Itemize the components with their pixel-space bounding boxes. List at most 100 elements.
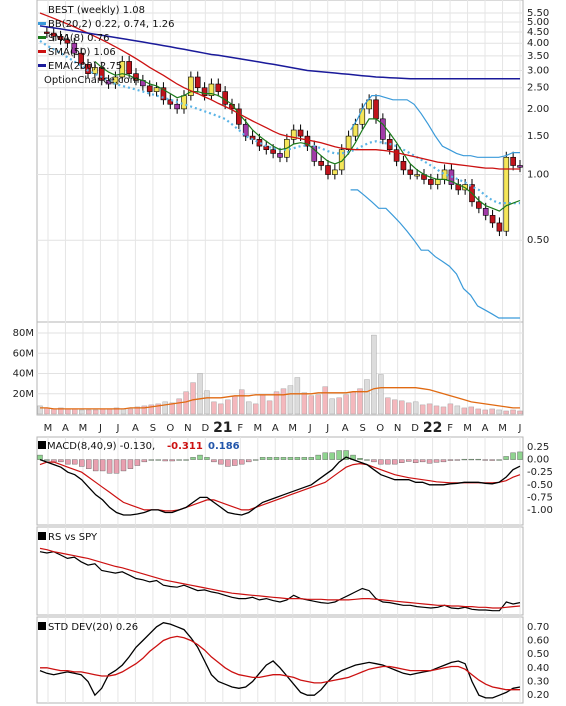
stddev-legend: STD DEV(20) 0.26 (38, 622, 138, 633)
volume-tick-label: 40M (13, 369, 34, 380)
price-candle (503, 156, 510, 232)
volume-bar (127, 408, 134, 415)
volume-bar (155, 403, 161, 415)
macd-histogram-bar (266, 457, 273, 460)
volume-bar (176, 398, 182, 415)
macd-histogram-bar (343, 450, 349, 460)
volume-bar (232, 395, 238, 415)
volume-bar (245, 401, 252, 415)
volume-bar (385, 397, 391, 415)
price-tick-label: 1.50 (527, 131, 549, 142)
volume-bar (85, 409, 92, 415)
price-candle (407, 169, 414, 175)
month-label: S (359, 423, 365, 434)
month-label: M (498, 423, 507, 434)
axis-tick-labels: 5.505.004.504.00 3.50 3.00 2.50 2.00 1.50 1.00… (13, 8, 553, 701)
month-label: F (447, 423, 453, 434)
macd-histogram-bar (315, 454, 321, 460)
macd-series (37, 450, 523, 516)
macd-line (39, 456, 521, 516)
price-candle (325, 165, 331, 175)
macd-histogram-bar (336, 450, 342, 460)
month-label: F (237, 423, 243, 434)
volume-tick-label: 80M (13, 328, 34, 339)
volume-bar (447, 403, 454, 415)
price-candle (482, 208, 489, 216)
price-candle (215, 83, 222, 92)
price-candle (153, 87, 160, 92)
volume-bar (72, 408, 78, 415)
macd-histogram-bar (218, 459, 224, 465)
volume-bar (58, 407, 64, 415)
price-tick-label: 2.50 (527, 83, 549, 94)
volume-bar (99, 408, 106, 415)
volume-bar (440, 406, 447, 415)
volume-bar (239, 389, 245, 415)
price-candle (222, 91, 228, 105)
macd-histogram-bar (79, 459, 85, 467)
price-candle (393, 149, 400, 162)
month-label: 21 (213, 420, 232, 436)
volume-bar (162, 401, 168, 415)
macd-histogram-bar (440, 459, 447, 463)
price-candle (434, 179, 441, 185)
macd-histogram-bar (120, 459, 127, 472)
macd-histogram-bar (239, 459, 245, 465)
price-candle (270, 149, 276, 154)
rs-legend: RS vs SPY (38, 532, 98, 543)
price-candle (181, 95, 187, 110)
stddev-tick-label: 0.50 (527, 649, 549, 660)
volume-bar (280, 388, 287, 415)
volume-average-line (40, 387, 520, 410)
stddev-line (39, 622, 521, 699)
volume-bar (273, 391, 280, 415)
price-candle (242, 123, 249, 137)
stddev-tick-label: 0.70 (527, 622, 549, 633)
price-tick-label: 5.00 (527, 17, 549, 28)
rs-line (39, 551, 521, 612)
month-label: D (411, 423, 419, 434)
macd-histogram-bar (378, 459, 384, 465)
month-label: M (288, 423, 297, 434)
macd-histogram-bar (183, 459, 189, 461)
price-candle (359, 108, 366, 125)
price-candle (201, 87, 208, 96)
volume-bar (120, 408, 127, 415)
price-candle (510, 156, 516, 166)
volume-bar (183, 391, 189, 415)
macd-histogram-bar (301, 457, 308, 460)
macd-histogram-bar (426, 459, 433, 464)
macd-histogram-bar (37, 454, 43, 460)
price-candle (290, 129, 297, 140)
price-tick-label: 4.50 (527, 27, 549, 38)
price-candle (332, 169, 338, 175)
volume-bar (371, 334, 377, 415)
legend-bb: BB(20,2) 0.22, 0.74, 1.26 (48, 19, 174, 30)
legend-bb-swatch (38, 22, 46, 25)
macd-histogram-bar (169, 459, 175, 462)
macd-histogram-bar (454, 459, 461, 461)
volume-bar (357, 388, 363, 415)
price-tick-label: 5.50 (527, 8, 549, 19)
month-label: O (166, 423, 174, 434)
volume-bar (350, 391, 356, 415)
volume-bar (399, 400, 405, 415)
macd-histogram-bar (412, 459, 419, 463)
month-label: M (44, 423, 53, 434)
price-candle (263, 145, 270, 150)
volume-bar (301, 392, 308, 415)
macd-histogram-bar (468, 458, 475, 461)
stddev-title: STD DEV(20) 0.26 (48, 622, 138, 633)
price-candle (380, 118, 386, 140)
macd-histogram-bar (72, 459, 78, 465)
volume-bar (454, 405, 461, 415)
legend-sma50: SMA(50) 1.06 (48, 47, 116, 58)
rs-series (39, 547, 521, 612)
volume-bar (266, 400, 273, 415)
month-label: D (201, 423, 209, 434)
price-tick-label: 0.50 (527, 235, 549, 246)
macd-histogram-bar (308, 457, 315, 460)
price-candle (105, 80, 112, 85)
month-label: N (184, 423, 191, 434)
macd-histogram-bar (155, 459, 161, 461)
